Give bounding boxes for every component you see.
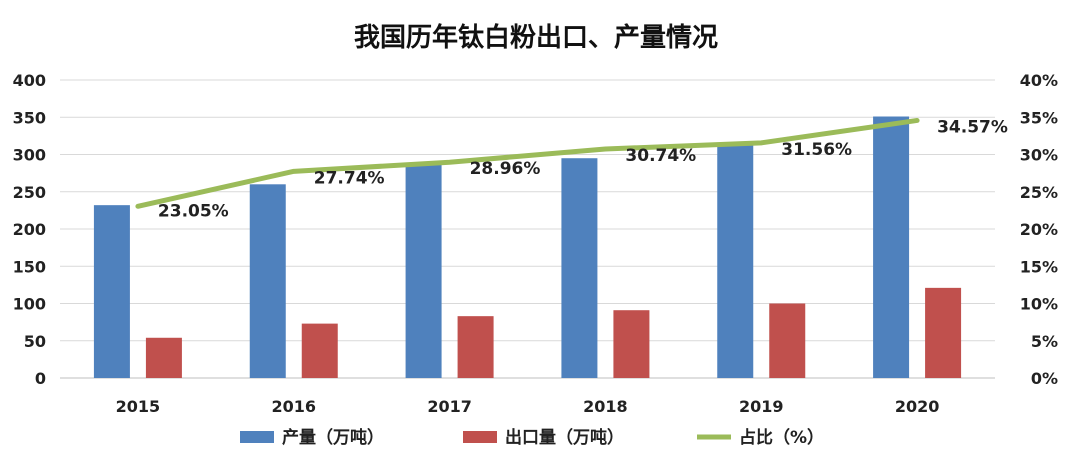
bar-production xyxy=(717,142,754,378)
bar-export xyxy=(925,287,962,378)
x-tick-label: 2019 xyxy=(739,397,784,416)
y-axis-left: 0 50 100 150 200 250 300 350 400 xyxy=(13,71,46,388)
x-tick-label: 2017 xyxy=(427,397,472,416)
bar-production xyxy=(249,184,286,378)
ratio-line-path xyxy=(135,117,920,209)
bar-export xyxy=(145,337,182,378)
gridlines xyxy=(60,79,995,379)
x-tick-label: 2020 xyxy=(895,397,940,416)
y-left-tick-label: 300 xyxy=(13,146,46,165)
ratio-data-label: 27.74% xyxy=(314,168,385,188)
y-left-tick-label: 150 xyxy=(13,257,46,276)
y-left-tick-label: 350 xyxy=(13,108,46,127)
legend-label: 产量（万吨） xyxy=(282,427,384,448)
y-right-tick-label: 40% xyxy=(1020,71,1058,90)
legend-swatch xyxy=(463,431,497,443)
x-tick-label: 2015 xyxy=(116,397,161,416)
y-right-tick-label: 25% xyxy=(1020,183,1058,202)
ratio-line: 23.05% 27.74% 28.96% 30.74% 31.56% 34.57% xyxy=(135,117,1008,221)
y-right-tick-label: 10% xyxy=(1020,295,1058,314)
bar-production xyxy=(561,158,598,378)
x-tick-label: 2016 xyxy=(271,397,316,416)
legend-swatch xyxy=(240,431,274,443)
legend-label: 占比（%） xyxy=(739,427,824,448)
y-left-tick-label: 50 xyxy=(24,332,46,351)
y-left-tick-label: 100 xyxy=(13,295,46,314)
y-left-tick-label: 250 xyxy=(13,183,46,202)
legend-label: 出口量（万吨） xyxy=(505,427,624,448)
y-right-tick-label: 15% xyxy=(1020,257,1058,276)
ratio-data-label: 30.74% xyxy=(625,146,696,166)
bar-export xyxy=(769,303,806,378)
bar-export xyxy=(301,323,338,378)
chart-title: 我国历年钛白粉出口、产量情况 xyxy=(354,22,718,53)
x-tick-label: 2018 xyxy=(583,397,628,416)
y-right-tick-label: 20% xyxy=(1020,220,1058,239)
bar-export xyxy=(613,310,650,378)
ratio-data-label: 23.05% xyxy=(158,201,229,221)
y-right-tick-label: 30% xyxy=(1020,146,1058,165)
y-right-tick-label: 35% xyxy=(1020,108,1058,127)
y-left-tick-label: 400 xyxy=(13,71,46,90)
y-left-tick-label: 200 xyxy=(13,220,46,239)
ratio-data-label: 34.57% xyxy=(937,117,1008,137)
y-right-tick-label: 0% xyxy=(1031,369,1058,388)
y-left-tick-label: 0 xyxy=(35,369,46,388)
legend: 产量（万吨） 出口量（万吨） 占比（%） xyxy=(240,427,824,448)
y-right-tick-label: 5% xyxy=(1031,332,1058,351)
bar-production xyxy=(93,205,130,378)
ratio-data-label: 28.96% xyxy=(470,159,541,179)
bar-production xyxy=(873,116,910,378)
y-axis-right: 0% 5% 10% 15% 20% 25% 30% 35% 40% xyxy=(1020,71,1058,388)
x-axis: 2015 2016 2017 2018 2019 2020 xyxy=(116,397,940,416)
bars xyxy=(93,116,962,378)
ratio-data-label: 31.56% xyxy=(781,140,852,160)
bar-production xyxy=(405,164,442,378)
bar-export xyxy=(457,316,494,378)
